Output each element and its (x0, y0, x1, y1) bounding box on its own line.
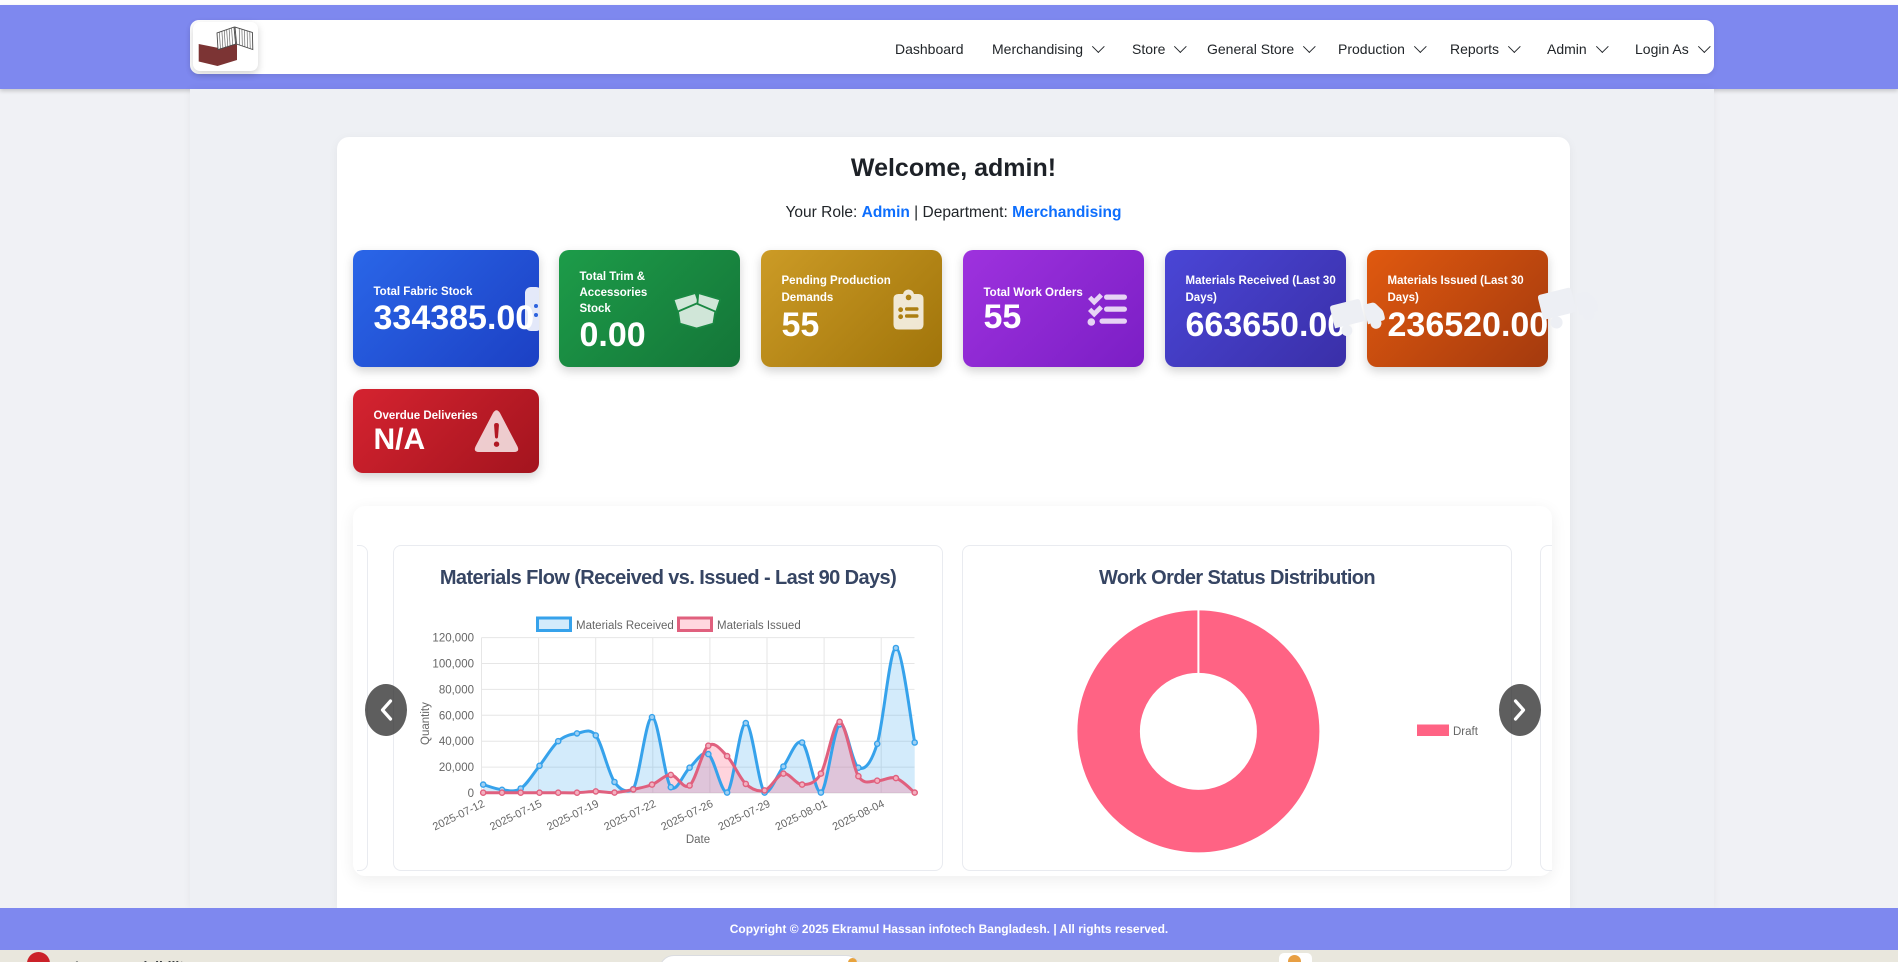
svg-text:Materials Issued: Materials Issued (717, 620, 801, 632)
svg-text:60,000: 60,000 (439, 710, 474, 722)
svg-text:2025-07-19: 2025-07-19 (545, 798, 601, 833)
svg-text:80,000: 80,000 (439, 684, 474, 696)
svg-text:120,000: 120,000 (432, 633, 474, 645)
svg-text:100,000: 100,000 (432, 659, 474, 671)
svg-text:2025-07-22: 2025-07-22 (602, 798, 658, 833)
svg-text:Materials Received: Materials Received (576, 620, 674, 632)
svg-text:Quantity: Quantity (420, 702, 432, 745)
svg-text:Date: Date (686, 834, 710, 846)
svg-text:2025-07-26: 2025-07-26 (659, 798, 715, 833)
svg-text:2025-07-15: 2025-07-15 (488, 798, 544, 833)
svg-text:2025-07-29: 2025-07-29 (716, 798, 772, 833)
svg-text:2025-08-04: 2025-08-04 (831, 798, 887, 833)
svg-text:20,000: 20,000 (439, 762, 474, 774)
svg-text:2025-08-01: 2025-08-01 (774, 798, 830, 833)
svg-text:40,000: 40,000 (439, 736, 474, 748)
svg-text:0: 0 (468, 788, 474, 800)
svg-text:Draft: Draft (1453, 726, 1479, 738)
svg-text:2025-07-12: 2025-07-12 (431, 798, 487, 833)
